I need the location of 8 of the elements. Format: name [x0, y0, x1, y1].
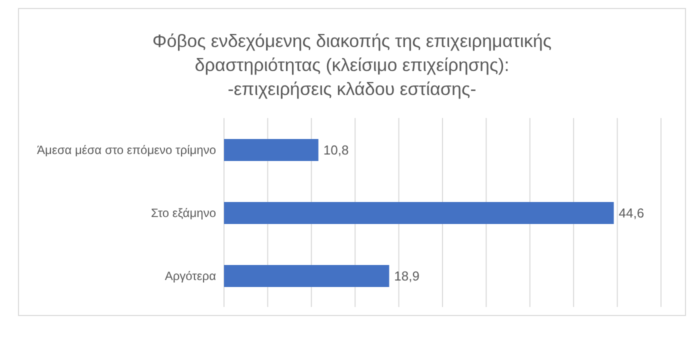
- chart-title: Φόβος ενδεχόμενης διακοπής της επιχειρηματικής δραστηριότητας (κλείσιμο επιχείρησης):: [151, 30, 553, 77]
- y-tick-label: Στο εξάμηνο: [150, 206, 216, 220]
- data-label: 10,8: [323, 142, 349, 158]
- data-label: 18,9: [394, 268, 420, 284]
- y-tick-label: Αργότερα: [164, 268, 216, 283]
- y-tick-label: Άμεσα μέσα στο επόμενο τρίμηνο: [37, 142, 216, 157]
- data-label: 44,6: [618, 206, 644, 221]
- chart-subtitle: -επιχειρήσεις κλάδου εστίασης-: [226, 78, 478, 101]
